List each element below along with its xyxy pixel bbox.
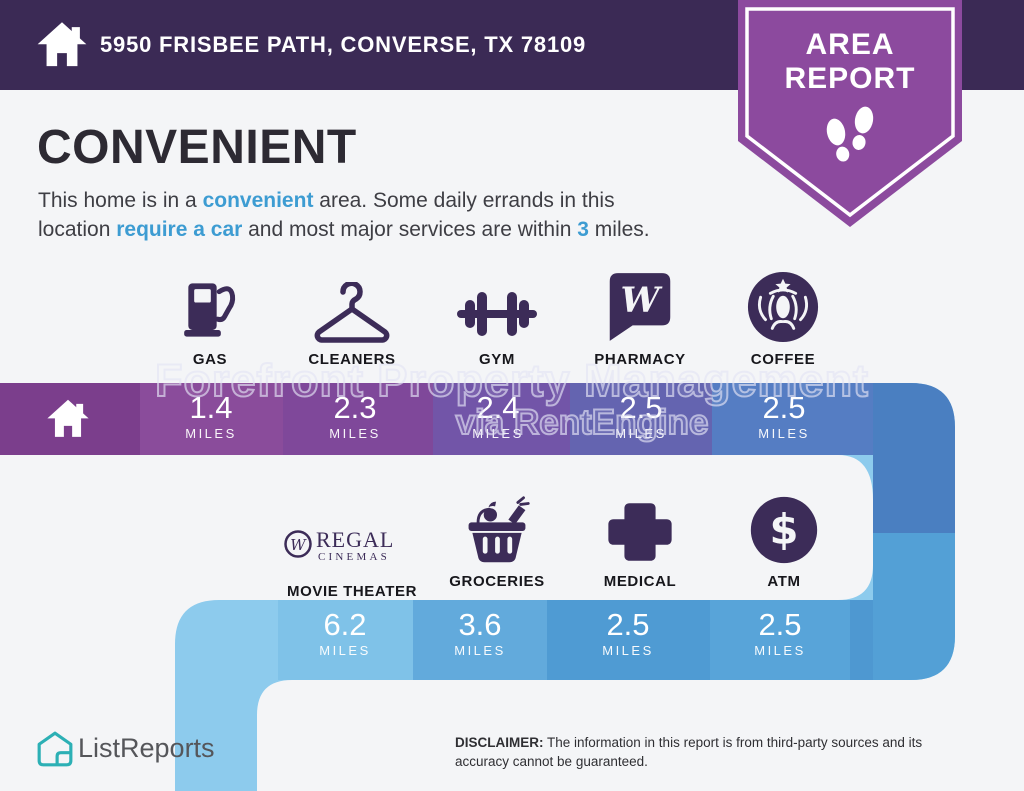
amenity-label: PHARMACY [594,351,686,368]
amenity-coffee: COFFEE [698,260,868,368]
amenity-label: GAS [192,351,228,368]
distance-ribbon [0,383,955,791]
amenity-label: GROCERIES [449,573,545,590]
distance-cleaners: 2.3 MILES [329,390,381,441]
amenity-label: ATM [767,573,801,590]
starbucks-icon [698,260,868,344]
badge-line1: AREA [805,28,895,61]
badge-title: AREA REPORT [736,28,964,96]
amenity-atm: $ ATM [699,492,869,590]
distance-coffee: 2.5 MILES [758,390,810,441]
badge-line2: REPORT [784,62,916,95]
area-description: This home is in a convenient area. Some … [38,186,718,244]
highlight-convenient: convenient [202,189,314,212]
amenity-label: MOVIE THEATER [286,583,418,600]
amenity-groceries: GROCERIES [412,492,582,590]
distance-groceries: 3.6 MILES [454,607,506,658]
medical-cross-icon [555,492,725,566]
walgreens-icon: W [555,260,725,344]
dollar-glyph: $ [770,505,799,554]
distance-gym: 2.4 MILES [472,390,524,441]
amenity-label: CLEANERS [308,351,396,368]
hanger-icon [267,260,437,344]
distance-movie-theater: 6.2 MILES [319,607,371,658]
distance-pharmacy: 2.5 MILES [615,390,667,441]
highlight-require-a-car: require a car [116,218,243,241]
dumbbell-icon [412,260,582,344]
page-title: CONVENIENT [37,121,357,174]
walgreens-w-glyph: W [620,280,662,321]
listreports-logo-icon [37,731,73,767]
disclaimer-label: DISCLAIMER: [455,735,544,750]
regal-cinemas-logo: W REGAL CINEMAS [267,492,437,576]
amenity-gym: GYM [412,260,582,368]
dollar-circle-icon: $ [699,492,869,566]
home-icon [37,22,87,67]
amenity-cleaners: CLEANERS [267,260,437,368]
regal-subtitle: CINEMAS [318,551,390,563]
distance-atm: 2.5 MILES [754,607,806,658]
amenity-pharmacy: W PHARMACY [555,260,725,368]
disclaimer-text: The information in this report is from t… [455,735,923,769]
distance-medical: 2.5 MILES [602,607,654,658]
gas-pump-icon [125,260,295,344]
area-report-badge: AREA REPORT [736,0,964,232]
amenity-label: COFFEE [750,351,816,368]
footprints-icon [826,106,874,162]
home-marker-icon [47,399,89,437]
description-line2: location require a car and most major se… [38,218,650,241]
amenity-movie-theater: W REGAL CINEMAS MOVIE THEATER [267,492,437,600]
grocery-basket-icon [412,492,582,566]
property-address: 5950 FRISBEE PATH, CONVERSE, TX 78109 [100,32,587,57]
disclaimer: DISCLAIMER: The information in this repo… [455,733,947,771]
highlight-3-miles: 3 [577,218,589,241]
regal-title: REGAL [316,527,394,552]
pennant-shape [738,0,962,227]
listreports-brand: ListReports [78,733,215,763]
regal-emblem-glyph: W [290,536,307,554]
description-line1: This home is in a convenient area. Some … [38,189,615,212]
distance-gas: 1.4 MILES [185,390,237,441]
amenity-gas: GAS [125,260,295,368]
amenity-label: GYM [479,351,515,368]
amenity-label: MEDICAL [603,573,677,590]
amenity-medical: MEDICAL [555,492,725,590]
